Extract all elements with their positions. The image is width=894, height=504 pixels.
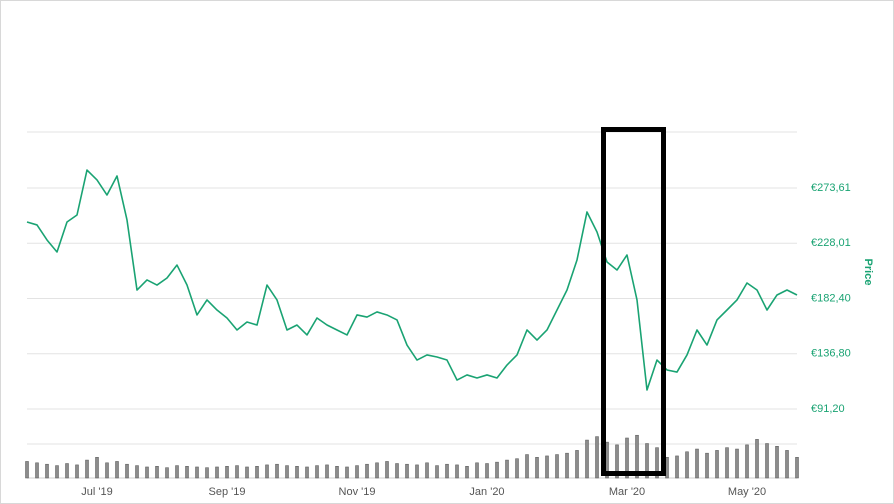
volume-bar bbox=[675, 455, 679, 479]
volume-bar bbox=[265, 464, 269, 479]
volume-bar bbox=[285, 465, 289, 479]
volume-bar bbox=[615, 444, 619, 479]
volume-bar bbox=[645, 443, 649, 479]
volume-bar bbox=[795, 457, 799, 479]
volume-bar bbox=[545, 455, 549, 479]
volume-bar bbox=[685, 451, 689, 479]
volume-bar bbox=[125, 463, 129, 479]
volume-bar bbox=[215, 466, 219, 479]
volume-bar bbox=[245, 466, 249, 479]
volume-bar bbox=[745, 444, 749, 479]
x-tick-label: Jul '19 bbox=[81, 486, 112, 498]
volume-bar bbox=[335, 466, 339, 479]
volume-bar bbox=[315, 465, 319, 479]
volume-bar bbox=[465, 466, 469, 479]
volume-bar bbox=[705, 452, 709, 479]
highlight-box bbox=[601, 127, 666, 476]
volume-bar bbox=[35, 462, 39, 479]
volume-bar bbox=[345, 466, 349, 479]
volume-bar bbox=[115, 461, 119, 479]
price-line bbox=[26, 169, 798, 391]
volume-bar bbox=[135, 465, 139, 479]
volume-bar bbox=[385, 461, 389, 479]
volume-bar bbox=[395, 463, 399, 479]
volume-bar bbox=[225, 466, 229, 479]
volume-bar bbox=[165, 467, 169, 479]
x-tick-label: Mar '20 bbox=[609, 486, 645, 498]
volume-bar bbox=[75, 464, 79, 479]
volume-bar bbox=[715, 450, 719, 479]
volume-bar bbox=[435, 465, 439, 479]
volume-bar bbox=[95, 457, 99, 479]
volume-bar bbox=[525, 454, 529, 479]
volume-bar bbox=[105, 462, 109, 479]
x-tick-label: Nov '19 bbox=[339, 486, 376, 498]
x-tick-label: Jan '20 bbox=[469, 486, 504, 498]
volume-bar bbox=[585, 439, 589, 479]
volume-bar bbox=[495, 461, 499, 479]
volume-bar bbox=[625, 437, 629, 479]
volume-bar bbox=[445, 463, 449, 479]
volume-bar bbox=[45, 463, 49, 479]
y-tick-label: €273,61 bbox=[811, 182, 851, 194]
volume-bar bbox=[325, 464, 329, 479]
volume-bar bbox=[365, 463, 369, 479]
volume-bar bbox=[775, 446, 779, 479]
volume-bar bbox=[235, 465, 239, 479]
volume-bar bbox=[595, 436, 599, 479]
volume-bar bbox=[205, 467, 209, 479]
volume-bar bbox=[155, 466, 159, 479]
volume-bar bbox=[85, 459, 89, 479]
volume-bar bbox=[695, 448, 699, 479]
volume-bar bbox=[765, 443, 769, 479]
volume-bar bbox=[65, 463, 69, 479]
volume-bar bbox=[515, 458, 519, 479]
volume-bar bbox=[405, 463, 409, 479]
volume-bar bbox=[535, 457, 539, 479]
volume-bar bbox=[255, 466, 259, 479]
x-tick-label: May '20 bbox=[728, 486, 766, 498]
volume-bar bbox=[145, 466, 149, 479]
volume-bar bbox=[755, 439, 759, 479]
y-tick-label: €91,20 bbox=[811, 403, 845, 415]
x-tick-label: Sep '19 bbox=[209, 486, 246, 498]
volume-bar bbox=[425, 462, 429, 479]
volume-bar bbox=[305, 466, 309, 479]
y-axis-title: Price bbox=[862, 259, 874, 286]
volume-bar bbox=[785, 450, 789, 479]
volume-bar bbox=[55, 465, 59, 479]
volume-bar bbox=[185, 466, 189, 479]
volume-bar bbox=[575, 450, 579, 479]
volume-bar bbox=[355, 465, 359, 479]
volume-bar bbox=[375, 462, 379, 479]
volume-bar bbox=[555, 454, 559, 479]
volume-bar bbox=[175, 465, 179, 479]
volume-bar bbox=[25, 461, 29, 479]
volume-bar bbox=[295, 466, 299, 479]
volume-bar bbox=[735, 448, 739, 479]
volume-bar bbox=[565, 452, 569, 479]
volume-bar bbox=[505, 459, 509, 479]
volume-bar bbox=[455, 464, 459, 479]
volume-bar bbox=[195, 466, 199, 479]
y-tick-label: €228,01 bbox=[811, 237, 851, 249]
y-tick-label: €182,40 bbox=[811, 292, 851, 304]
volume-bar bbox=[415, 464, 419, 479]
volume-bar bbox=[635, 434, 639, 479]
volume-bar bbox=[275, 463, 279, 479]
volume-bar bbox=[655, 447, 659, 479]
volume-bar bbox=[485, 463, 489, 479]
volume-bar bbox=[725, 447, 729, 479]
volume-bar bbox=[475, 462, 479, 479]
y-tick-label: €136,80 bbox=[811, 348, 851, 360]
